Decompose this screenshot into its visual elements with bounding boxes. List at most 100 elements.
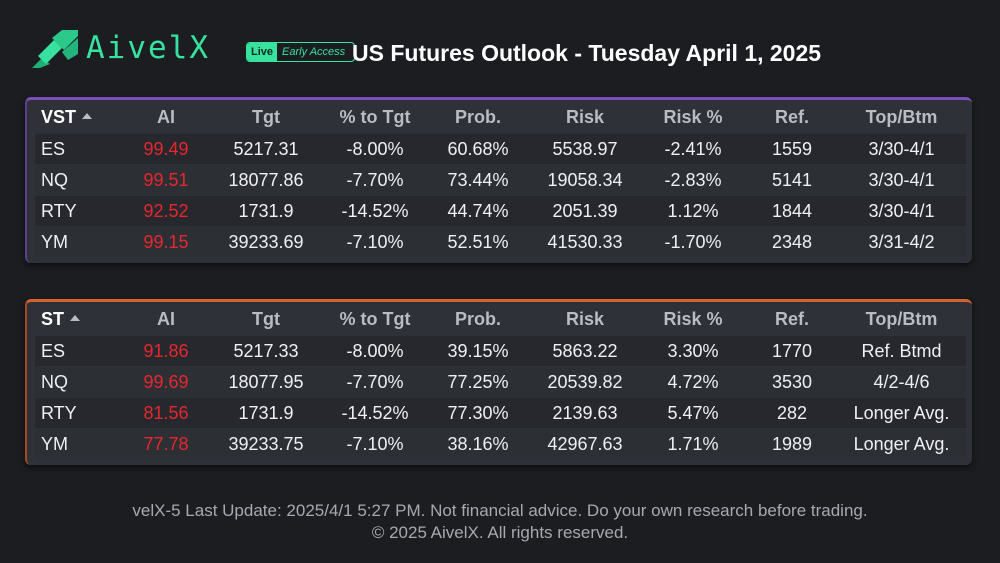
symbol-cell: NQ — [35, 367, 125, 397]
ref-cell: 2348 — [747, 227, 837, 257]
ref-cell: 3530 — [747, 367, 837, 397]
top-btm-cell: 3/30-4/1 — [837, 196, 966, 226]
pct-to-target-cell: -8.00% — [325, 134, 425, 164]
col-risk[interactable]: Risk — [565, 308, 605, 329]
risk-cell: 2051.39 — [531, 196, 639, 226]
target-cell: 39233.69 — [207, 227, 325, 257]
page-title: US Futures Outlook - Tuesday April 1, 20… — [352, 40, 822, 66]
risk-pct-cell: -1.70% — [639, 227, 747, 257]
top-btm-cell: Ref. Btmd — [837, 336, 966, 366]
pct-to-target-cell: -14.52% — [325, 398, 425, 428]
symbol-cell: YM — [35, 227, 125, 257]
table-row: NQ 99.51 18077.86 -7.70% 73.44% 19058.34… — [35, 165, 966, 195]
target-cell: 1731.9 — [207, 196, 325, 226]
probability-cell: 60.68% — [425, 134, 531, 164]
col-tgt[interactable]: Tgt — [252, 106, 280, 127]
ref-cell: 1770 — [747, 336, 837, 366]
badge-live-label: Live — [247, 43, 278, 61]
col-tgt[interactable]: Tgt — [252, 308, 280, 329]
risk-pct-cell: -2.83% — [639, 165, 747, 195]
sort-header-st[interactable]: ST — [35, 303, 125, 335]
table-row: ES 99.49 5217.31 -8.00% 60.68% 5538.97 -… — [35, 134, 966, 164]
target-cell: 39233.75 — [207, 429, 325, 459]
col-risk[interactable]: Risk — [565, 106, 605, 127]
col-ref[interactable]: Ref. — [774, 106, 809, 127]
col-pct-to-tgt[interactable]: % to Tgt — [339, 308, 411, 329]
col-risk-pct[interactable]: Risk % — [663, 308, 723, 329]
ref-cell: 5141 — [747, 165, 837, 195]
target-cell: 18077.86 — [207, 165, 325, 195]
col-pct-to-tgt[interactable]: % to Tgt — [339, 106, 411, 127]
ai-score-cell: 92.52 — [125, 196, 207, 226]
st-panel: ST AI Tgt % to Tgt Prob. Risk Risk % Ref… — [25, 299, 972, 465]
top-btm-cell: 3/31-4/2 — [837, 227, 966, 257]
col-top-btm[interactable]: Top/Btm — [865, 106, 938, 127]
header: AivelX Live Early Access US Futures Outl… — [32, 26, 972, 82]
ref-cell: 1844 — [747, 196, 837, 226]
table-row: NQ 99.69 18077.95 -7.70% 77.25% 20539.82… — [35, 367, 966, 397]
pct-to-target-cell: -7.10% — [325, 429, 425, 459]
symbol-cell: ES — [35, 134, 125, 164]
probability-cell: 52.51% — [425, 227, 531, 257]
ai-score-cell: 99.49 — [125, 134, 207, 164]
target-cell: 5217.31 — [207, 134, 325, 164]
pct-to-target-cell: -7.10% — [325, 227, 425, 257]
table-row: RTY 92.52 1731.9 -14.52% 44.74% 2051.39 … — [35, 196, 966, 226]
risk-cell: 20539.82 — [531, 367, 639, 397]
sort-header-vst[interactable]: VST — [35, 101, 125, 133]
col-ai[interactable]: AI — [157, 308, 175, 329]
target-cell: 5217.33 — [207, 336, 325, 366]
table-header-row: ST AI Tgt % to Tgt Prob. Risk Risk % Ref… — [35, 303, 966, 335]
risk-cell: 42967.63 — [531, 429, 639, 459]
top-btm-cell: 3/30-4/1 — [837, 165, 966, 195]
top-btm-cell: 3/30-4/1 — [837, 134, 966, 164]
table-row: ES 91.86 5217.33 -8.00% 39.15% 5863.22 3… — [35, 336, 966, 366]
risk-cell: 5863.22 — [531, 336, 639, 366]
vst-label: VST — [41, 106, 77, 127]
probability-cell: 77.25% — [425, 367, 531, 397]
risk-pct-cell: 1.12% — [639, 196, 747, 226]
symbol-cell: NQ — [35, 165, 125, 195]
footer: velX-5 Last Update: 2025/4/1 5:27 PM. No… — [0, 500, 1000, 544]
probability-cell: 77.30% — [425, 398, 531, 428]
symbol-cell: RTY — [35, 398, 125, 428]
sort-up-icon — [82, 112, 93, 119]
ai-score-cell: 81.56 — [125, 398, 207, 428]
probability-cell: 73.44% — [425, 165, 531, 195]
ref-cell: 1559 — [747, 134, 837, 164]
vst-table: VST AI Tgt % to Tgt Prob. Risk Risk % Re… — [35, 100, 966, 258]
risk-pct-cell: 1.71% — [639, 429, 747, 459]
target-cell: 1731.9 — [207, 398, 325, 428]
ai-score-cell: 91.86 — [125, 336, 207, 366]
sort-up-icon — [70, 314, 81, 321]
table-header-row: VST AI Tgt % to Tgt Prob. Risk Risk % Re… — [35, 101, 966, 133]
target-cell: 18077.95 — [207, 367, 325, 397]
risk-cell: 19058.34 — [531, 165, 639, 195]
risk-pct-cell: 5.47% — [639, 398, 747, 428]
col-ref[interactable]: Ref. — [774, 308, 809, 329]
ai-score-cell: 99.15 — [125, 227, 207, 257]
table-row: YM 77.78 39233.75 -7.10% 38.16% 42967.63… — [35, 429, 966, 459]
pct-to-target-cell: -7.70% — [325, 165, 425, 195]
ai-score-cell: 99.51 — [125, 165, 207, 195]
st-table: ST AI Tgt % to Tgt Prob. Risk Risk % Ref… — [35, 302, 966, 460]
col-prob[interactable]: Prob. — [454, 106, 501, 127]
col-prob[interactable]: Prob. — [454, 308, 501, 329]
footer-disclaimer: velX-5 Last Update: 2025/4/1 5:27 PM. No… — [132, 501, 868, 520]
col-risk-pct[interactable]: Risk % — [663, 106, 723, 127]
col-ai[interactable]: AI — [157, 106, 175, 127]
logo-icon — [32, 30, 78, 68]
probability-cell: 38.16% — [425, 429, 531, 459]
badge-access-label: Early Access — [282, 46, 346, 58]
col-top-btm[interactable]: Top/Btm — [865, 308, 938, 329]
ai-score-cell: 99.69 — [125, 367, 207, 397]
ref-cell: 282 — [747, 398, 837, 428]
vst-panel: VST AI Tgt % to Tgt Prob. Risk Risk % Re… — [25, 97, 972, 263]
risk-cell: 5538.97 — [531, 134, 639, 164]
pct-to-target-cell: -7.70% — [325, 367, 425, 397]
live-badge: Live Early Access — [246, 42, 355, 62]
top-btm-cell: 4/2-4/6 — [837, 367, 966, 397]
risk-pct-cell: 3.30% — [639, 336, 747, 366]
symbol-cell: ES — [35, 336, 125, 366]
table-row: RTY 81.56 1731.9 -14.52% 77.30% 2139.63 … — [35, 398, 966, 428]
